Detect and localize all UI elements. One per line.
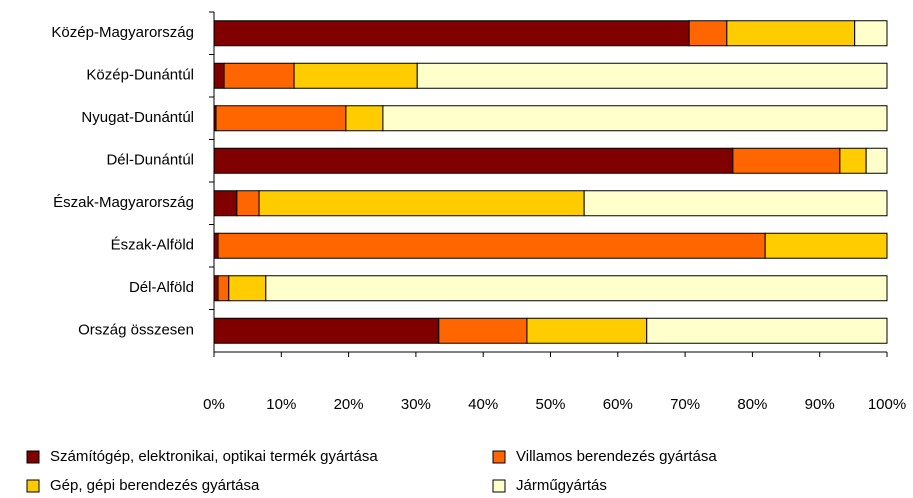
bar-segment <box>228 275 267 302</box>
x-tick-label: 70% <box>670 396 700 413</box>
bar-segment <box>236 190 260 217</box>
bar-segment <box>213 275 219 302</box>
legend-marker <box>492 450 506 464</box>
bar-segment <box>217 275 230 302</box>
legend-marker <box>26 479 40 493</box>
x-tick-label: 80% <box>737 396 767 413</box>
bar-segment <box>213 190 238 217</box>
y-tick-label: Észak-Alföld <box>111 237 194 254</box>
bar-segment <box>258 190 585 217</box>
y-tick-label: Közép-Magyarország <box>51 24 194 41</box>
x-tick-label: 50% <box>535 396 565 413</box>
bar-segment <box>265 275 888 302</box>
bar-segment <box>213 147 734 174</box>
bar-segment <box>646 317 888 344</box>
legend-marker <box>26 450 40 464</box>
bar-segment <box>293 62 418 89</box>
bar-segment <box>213 20 690 47</box>
bar-segment <box>213 62 225 89</box>
bar-segment <box>345 105 384 132</box>
legend-label: Járműgyártás <box>516 477 607 494</box>
legend-label: Számítógép, elektronikai, optikai termék… <box>50 448 378 465</box>
bar-segment <box>416 62 888 89</box>
bar-segment <box>526 317 648 344</box>
bar-segment <box>217 232 766 259</box>
bar-segment <box>213 232 219 259</box>
bar-segment <box>583 190 888 217</box>
bar-segment <box>223 62 295 89</box>
bar-segment <box>688 20 728 47</box>
bar-segment <box>213 317 440 344</box>
y-tick-label: Dél-Alföld <box>129 279 194 296</box>
bar-segment <box>854 20 888 47</box>
x-tick-label: 20% <box>334 396 364 413</box>
x-tick-label: 100% <box>868 396 906 413</box>
x-tick-label: 0% <box>203 396 225 413</box>
y-tick-label: Dél-Dunántúl <box>106 152 194 169</box>
x-tick-label: 10% <box>266 396 296 413</box>
y-tick-label: Észak-Magyarország <box>53 194 194 211</box>
bar-segment <box>839 147 867 174</box>
y-tick-label: Ország összesen <box>78 322 194 339</box>
x-tick-label: 60% <box>603 396 633 413</box>
bar-segment <box>382 105 888 132</box>
bar-segment <box>726 20 856 47</box>
bar-segment <box>764 232 888 259</box>
bar-segment <box>732 147 841 174</box>
legend-label: Gép, gépi berendezés gyártása <box>50 477 260 494</box>
legend-marker <box>492 479 506 493</box>
y-tick-label: Nyugat-Dunántúl <box>81 109 194 126</box>
x-tick-label: 90% <box>805 396 835 413</box>
x-tick-label: 40% <box>468 396 498 413</box>
x-tick-label: 30% <box>401 396 431 413</box>
y-tick-label: Közép-Dunántúl <box>86 67 194 84</box>
bar-segment <box>438 317 528 344</box>
bar-segment <box>865 147 888 174</box>
legend-label: Villamos berendezés gyártása <box>516 448 717 465</box>
bar-segment <box>215 105 347 132</box>
